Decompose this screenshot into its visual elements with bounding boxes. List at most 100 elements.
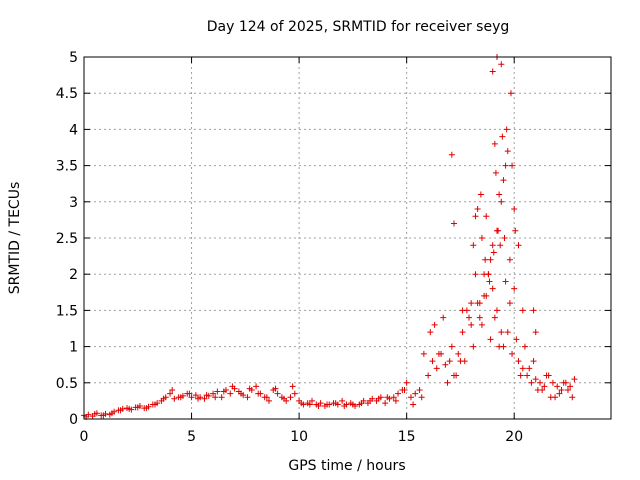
y-tick-labels: 0 0.5 1 1.5 2 2.5 3 3.5 4 4.5 5: [56, 50, 78, 428]
data-point: [489, 68, 496, 75]
data-point: [500, 343, 507, 350]
data-point: [497, 242, 504, 249]
data-point: [490, 249, 497, 256]
data-point: [186, 390, 193, 397]
data-point: [253, 383, 260, 390]
data-point: [556, 390, 563, 397]
data-point: [558, 387, 565, 394]
data-point: [498, 198, 505, 205]
data-point: [537, 379, 544, 386]
data-point: [212, 394, 219, 401]
data-point: [448, 151, 455, 158]
data-point: [486, 278, 493, 285]
data-point: [496, 191, 503, 198]
data-point: [281, 395, 288, 402]
data-point: [298, 400, 305, 407]
data-point: [517, 372, 524, 379]
data-point: [492, 169, 499, 176]
data-point: [382, 400, 389, 407]
data-point: [339, 397, 346, 404]
data-point: [530, 358, 537, 365]
data-point: [567, 383, 574, 390]
data-point: [472, 213, 479, 220]
y-tick-label: 3.5: [56, 159, 78, 175]
data-point: [491, 140, 498, 147]
data-point: [506, 256, 513, 263]
data-point: [324, 401, 331, 408]
data-point: [569, 394, 576, 401]
y-tick-label: 5: [69, 50, 78, 66]
data-point: [482, 256, 489, 263]
data-point: [470, 343, 477, 350]
data-point: [499, 133, 506, 140]
data-point: [427, 329, 434, 336]
data-point: [493, 307, 500, 314]
data-point: [188, 394, 195, 401]
data-point: [416, 387, 423, 394]
data-point: [433, 365, 440, 372]
data-point: [244, 394, 251, 401]
data-point: [549, 379, 556, 386]
data-points: [81, 54, 578, 420]
data-point: [407, 394, 414, 401]
data-point: [503, 126, 510, 133]
data-point: [218, 394, 225, 401]
data-point: [272, 385, 279, 392]
data-point: [167, 390, 174, 397]
x-tick-label: 10: [290, 429, 308, 445]
data-point: [487, 256, 494, 263]
y-tick-label: 2: [69, 267, 78, 283]
data-point: [367, 397, 374, 404]
data-point: [511, 285, 518, 292]
data-point: [476, 314, 483, 321]
data-point: [306, 401, 313, 408]
data-point: [541, 383, 548, 390]
data-point: [560, 379, 567, 386]
data-point: [332, 400, 339, 407]
data-point: [534, 387, 541, 394]
x-tick-label: 0: [80, 429, 89, 445]
data-point: [201, 395, 208, 402]
data-point: [265, 397, 272, 404]
data-point: [564, 387, 571, 394]
data-point: [498, 61, 505, 68]
data-point: [532, 376, 539, 383]
data-point: [177, 394, 184, 401]
data-point: [476, 300, 483, 307]
data-point: [500, 177, 507, 184]
data-point: [459, 329, 466, 336]
data-point: [210, 390, 217, 397]
data-point: [507, 90, 514, 97]
data-point: [418, 394, 425, 401]
data-point: [552, 394, 559, 401]
data-point: [227, 390, 234, 397]
data-point: [375, 395, 382, 402]
y-tick-label: 2.5: [56, 231, 78, 247]
data-point: [171, 395, 178, 402]
data-point: [229, 383, 236, 390]
data-point: [143, 405, 150, 412]
data-point: [457, 358, 464, 365]
data-point: [395, 390, 402, 397]
data-point: [502, 162, 509, 169]
data-point: [459, 307, 466, 314]
data-point: [504, 329, 511, 336]
data-point: [528, 379, 535, 386]
data-point: [509, 350, 516, 357]
data-point: [519, 365, 526, 372]
data-point: [470, 242, 477, 249]
data-point: [504, 148, 511, 155]
data-point: [425, 372, 432, 379]
data-point: [483, 213, 490, 220]
data-point: [410, 401, 417, 408]
data-point: [392, 397, 399, 404]
data-point: [315, 402, 322, 409]
data-point: [117, 407, 124, 414]
y-tick-label: 4: [69, 122, 78, 138]
data-point: [487, 336, 494, 343]
y-tick-label: 0: [69, 412, 78, 428]
chart-title: Day 124 of 2025, SRMTID for receiver sey…: [207, 19, 510, 35]
data-point: [108, 410, 115, 417]
data-point: [489, 242, 496, 249]
